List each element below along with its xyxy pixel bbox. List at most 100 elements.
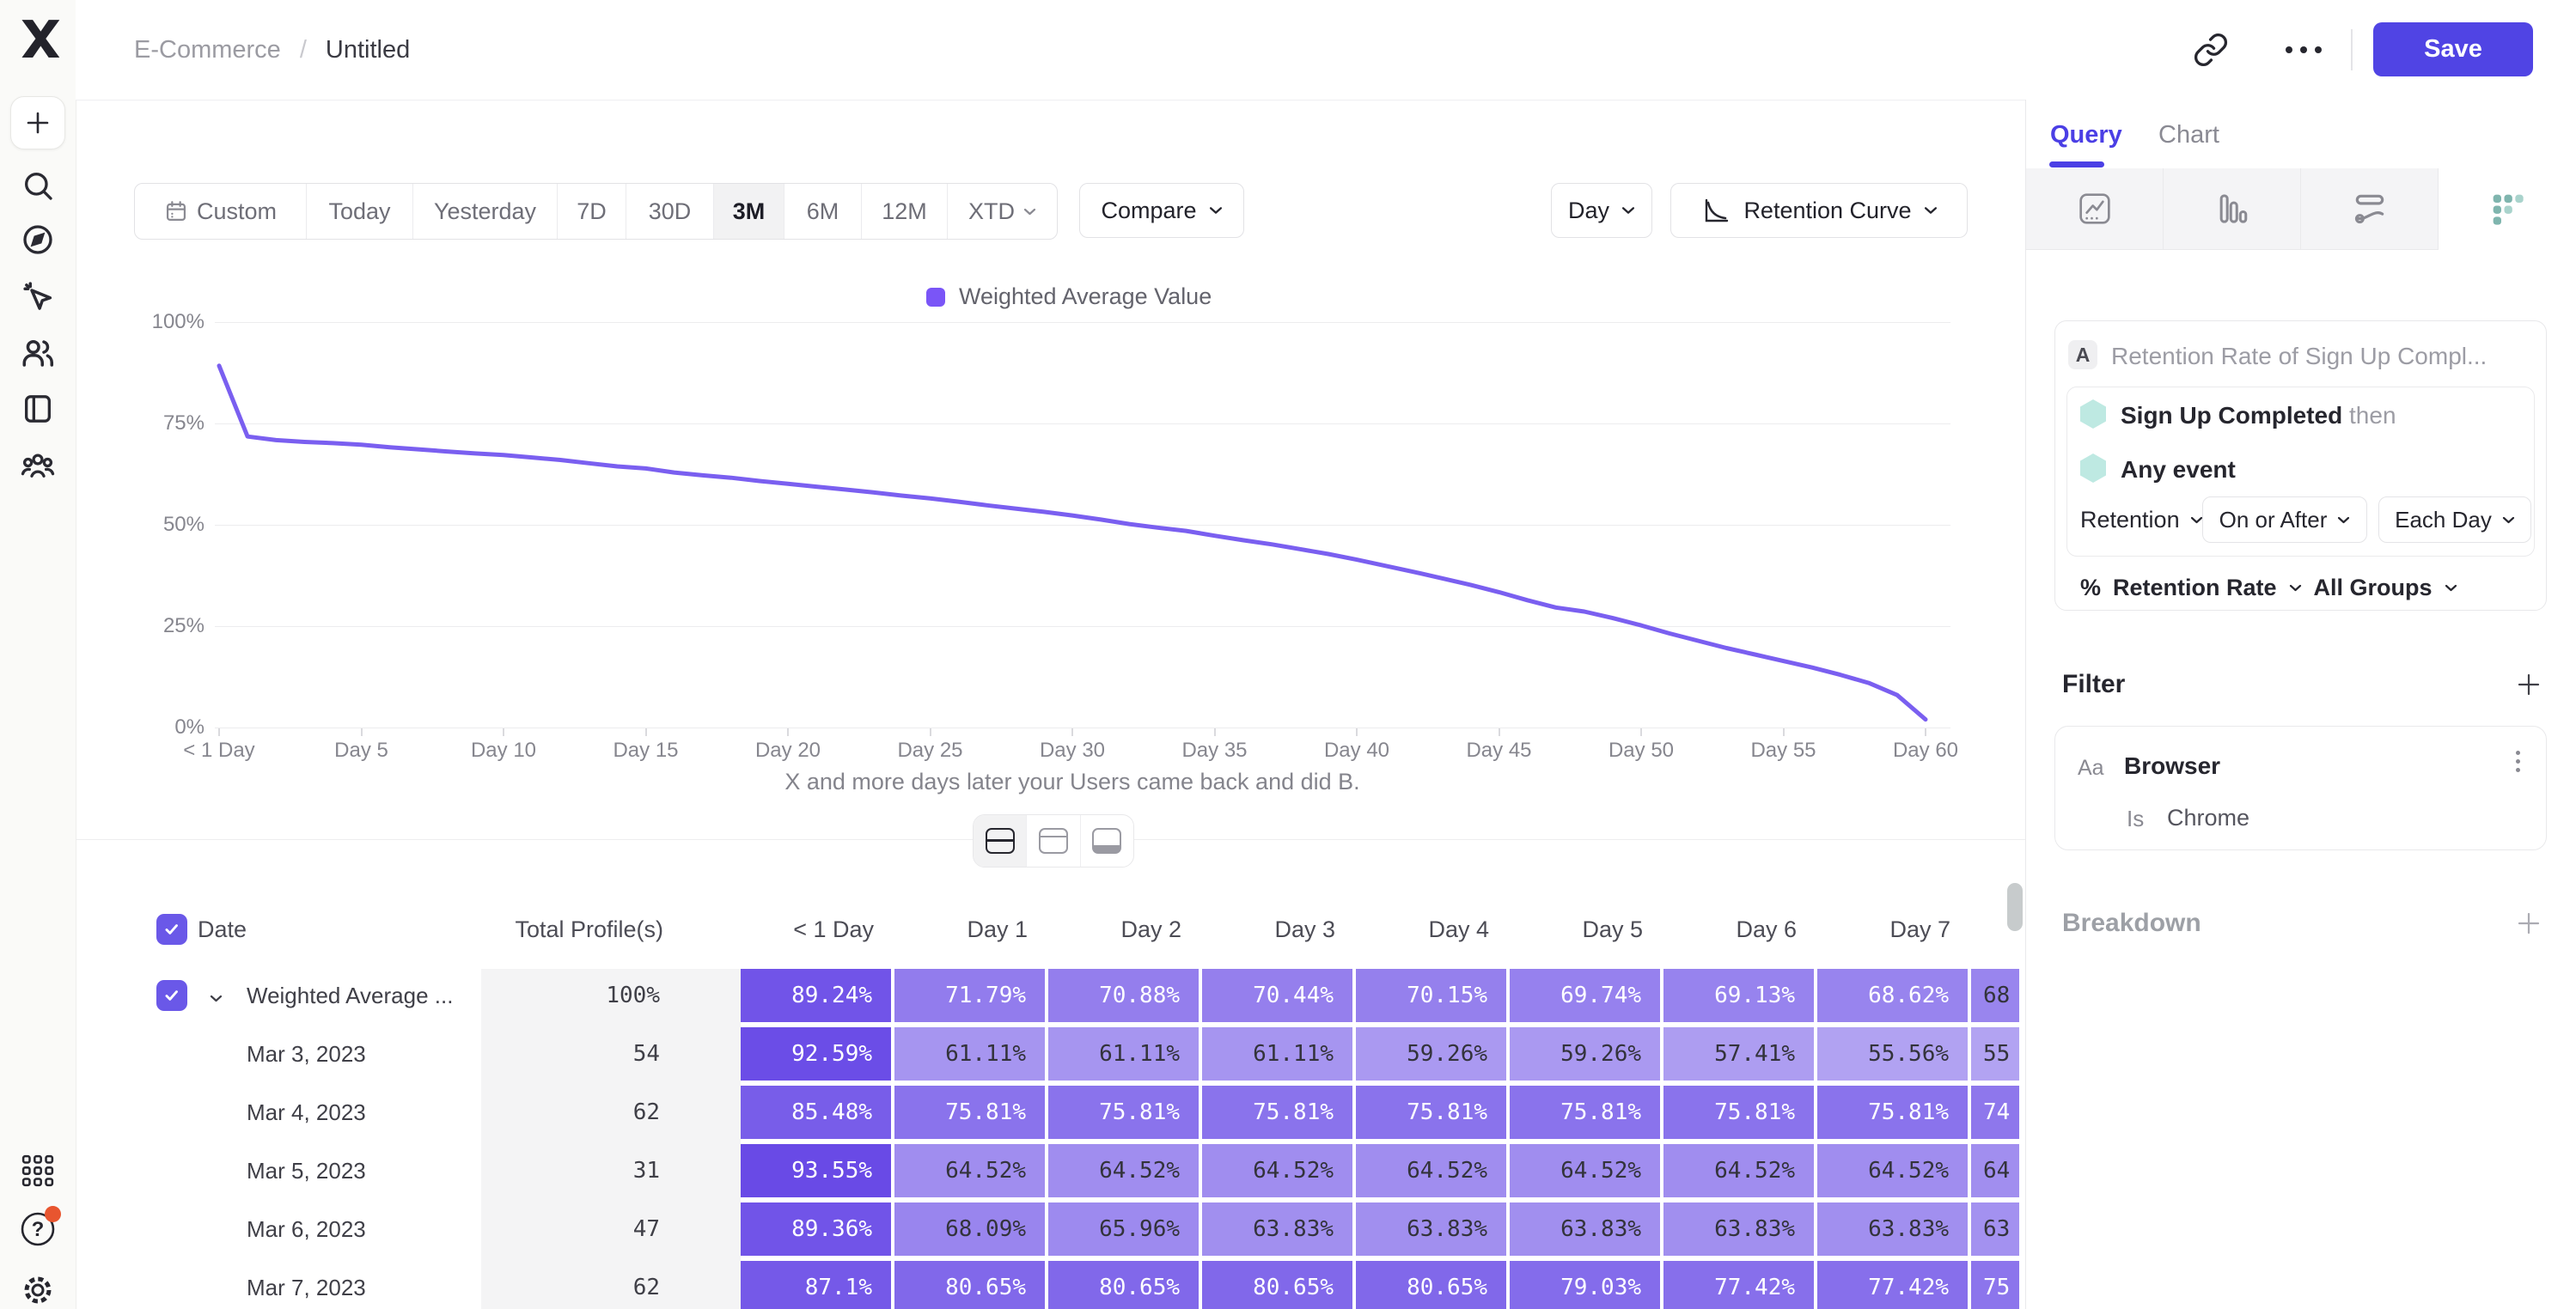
retention-cell[interactable]: 71.79%	[894, 969, 1045, 1022]
retention-cell[interactable]: 63.83%	[1817, 1202, 1968, 1256]
retention-cell[interactable]: 70.15%	[1356, 969, 1506, 1022]
retention-cell[interactable]: 55.56%	[1817, 1027, 1968, 1081]
retention-cell[interactable]: 89.36%	[741, 1202, 891, 1256]
granularity-dropdown[interactable]: Day	[1551, 183, 1652, 238]
range-today[interactable]: Today	[307, 184, 413, 239]
column-header-day-7[interactable]: Day 7	[1889, 916, 1950, 942]
retention-cell[interactable]: 63.83%	[1663, 1202, 1814, 1256]
retention-cell[interactable]: 75.81%	[1817, 1086, 1968, 1139]
retention-cell[interactable]: 89.24%	[741, 969, 891, 1022]
retention-cell[interactable]: 64.52%	[894, 1144, 1045, 1197]
range-custom[interactable]: Custom	[135, 184, 307, 239]
app-logo[interactable]	[0, 14, 76, 64]
retention-cell[interactable]: 74	[1971, 1086, 2019, 1139]
toggle-table-only-view[interactable]	[1081, 815, 1133, 867]
retention-cell[interactable]: 63.83%	[1202, 1202, 1352, 1256]
share-link-button[interactable]	[2193, 32, 2229, 72]
on-or-after-dropdown[interactable]: On or After	[2202, 496, 2367, 543]
retention-cell[interactable]: 92.59%	[741, 1027, 891, 1081]
retention-cell[interactable]: 70.88%	[1048, 969, 1199, 1022]
retention-cell[interactable]: 68.09%	[894, 1202, 1045, 1256]
retention-cell[interactable]: 80.65%	[1202, 1261, 1352, 1309]
row-expand-chevron[interactable]	[210, 991, 223, 1007]
column-header--1-day[interactable]: < 1 Day	[793, 916, 874, 942]
column-header-date[interactable]: Date	[198, 916, 247, 942]
filter-value[interactable]: Chrome	[2167, 805, 2250, 831]
new-report-button[interactable]	[10, 96, 65, 149]
retention-cell[interactable]: 64.52%	[1048, 1144, 1199, 1197]
retention-cell[interactable]: 80.65%	[1356, 1261, 1506, 1309]
sidebar-item-apps[interactable]	[0, 1154, 76, 1187]
retention-cell[interactable]: 75.81%	[1663, 1086, 1814, 1139]
sidebar-item-notebooks[interactable]	[0, 392, 76, 426]
retention-cell[interactable]: 55	[1971, 1027, 2019, 1081]
toggle-chart-only-view[interactable]	[1027, 815, 1081, 867]
toggle-split-view[interactable]	[974, 815, 1028, 867]
retention-cell[interactable]: 61.11%	[894, 1027, 1045, 1081]
retention-cell[interactable]: 64.52%	[1510, 1144, 1660, 1197]
retention-cell[interactable]: 75.81%	[1202, 1086, 1352, 1139]
retention-cell[interactable]: 59.26%	[1510, 1027, 1660, 1081]
measure-dropdown[interactable]: Retention Rate	[2113, 574, 2277, 600]
retention-cell[interactable]: 63.83%	[1510, 1202, 1660, 1256]
more-options-button[interactable]	[2286, 34, 2337, 65]
each-day-dropdown[interactable]: Each Day	[2378, 496, 2531, 543]
sidebar-item-search[interactable]	[0, 168, 76, 203]
compare-button[interactable]: Compare	[1079, 183, 1244, 238]
column-header-day-1[interactable]: Day 1	[967, 916, 1028, 942]
retention-cell[interactable]: 75	[1971, 1261, 2019, 1309]
range-7d[interactable]: 7D	[558, 184, 626, 239]
column-header-day-3[interactable]: Day 3	[1274, 916, 1335, 942]
sidebar-item-cohorts[interactable]	[0, 447, 76, 484]
breadcrumb-section[interactable]: E-Commerce	[134, 35, 281, 64]
report-type-flows[interactable]	[2301, 168, 2439, 250]
sidebar-item-settings[interactable]	[0, 1271, 76, 1309]
range-12m[interactable]: 12M	[862, 184, 948, 239]
range-30d[interactable]: 30D	[626, 184, 714, 239]
retention-cell[interactable]: 64	[1971, 1144, 2019, 1197]
event-step-1[interactable]: Sign Up Completed then	[2121, 402, 2396, 429]
retention-cell[interactable]: 63.83%	[1356, 1202, 1506, 1256]
query-title[interactable]: Retention Rate of Sign Up Compl...	[2111, 343, 2487, 369]
add-filter-button[interactable]	[2516, 672, 2542, 697]
retention-cell[interactable]: 57.41%	[1663, 1027, 1814, 1081]
retention-cell[interactable]: 68.62%	[1817, 969, 1968, 1022]
column-header-day-5[interactable]: Day 5	[1582, 916, 1643, 942]
report-type-funnels[interactable]	[2164, 168, 2301, 250]
group-scope-dropdown[interactable]: All Groups	[2313, 574, 2433, 600]
retention-cell[interactable]: 64.52%	[1202, 1144, 1352, 1197]
chart-type-dropdown[interactable]: Retention Curve	[1670, 183, 1968, 238]
column-header-day-6[interactable]: Day 6	[1736, 916, 1797, 942]
retention-cell[interactable]: 64.52%	[1817, 1144, 1968, 1197]
retention-cell[interactable]: 93.55%	[741, 1144, 891, 1197]
retention-cell[interactable]: 75.81%	[1356, 1086, 1506, 1139]
sidebar-item-explore[interactable]	[0, 222, 76, 257]
retention-cell[interactable]: 85.48%	[741, 1086, 891, 1139]
retention-mode-dropdown[interactable]: Retention	[2080, 496, 2203, 543]
retention-cell[interactable]: 63	[1971, 1202, 2019, 1256]
retention-cell[interactable]: 70.44%	[1202, 969, 1352, 1022]
column-header-total-profiles[interactable]: Total Profile(s)	[515, 916, 663, 942]
breadcrumb-page-title[interactable]: Untitled	[325, 35, 411, 64]
retention-cell[interactable]: 87.1%	[741, 1261, 891, 1309]
retention-cell[interactable]: 68	[1971, 969, 2019, 1022]
select-all-checkbox[interactable]	[156, 914, 187, 945]
tab-chart[interactable]: Chart	[2158, 121, 2219, 149]
retention-cell[interactable]: 61.11%	[1048, 1027, 1199, 1081]
range-yesterday[interactable]: Yesterday	[413, 184, 558, 239]
table-scrollbar-thumb[interactable]	[2007, 883, 2023, 931]
event-step-2[interactable]: Any event	[2121, 456, 2236, 484]
retention-cell[interactable]: 69.13%	[1663, 969, 1814, 1022]
retention-cell[interactable]: 65.96%	[1048, 1202, 1199, 1256]
retention-cell[interactable]: 75.81%	[1510, 1086, 1660, 1139]
retention-cell[interactable]: 69.74%	[1510, 969, 1660, 1022]
column-header-day-4[interactable]: Day 4	[1428, 916, 1489, 942]
retention-cell[interactable]: 75.81%	[894, 1086, 1045, 1139]
range-xtd[interactable]: XTD	[948, 184, 1057, 239]
column-header-day-2[interactable]: Day 2	[1120, 916, 1181, 942]
sidebar-item-audience[interactable]	[0, 335, 76, 371]
retention-cell[interactable]: 64.52%	[1663, 1144, 1814, 1197]
retention-cell[interactable]: 79.03%	[1510, 1261, 1660, 1309]
retention-cell[interactable]: 77.42%	[1817, 1261, 1968, 1309]
retention-cell[interactable]: 75.81%	[1048, 1086, 1199, 1139]
